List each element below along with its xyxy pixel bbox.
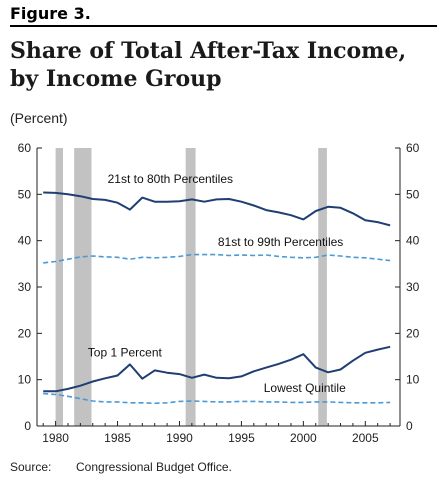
axes: 0 0 10 10 20 20 30 30 40 40 50 50 60 60 1980 1985 1990 19… bbox=[18, 141, 420, 445]
series-line-top-1-percent bbox=[43, 345, 391, 393]
recession-bands bbox=[55, 148, 327, 426]
y-tick-label-left: 40 bbox=[18, 234, 32, 248]
y-tick-label-right: 60 bbox=[406, 141, 420, 155]
figure-label: Figure 3. bbox=[10, 4, 91, 23]
y-tick-label-left: 20 bbox=[18, 326, 32, 340]
recession-band bbox=[185, 148, 196, 426]
y-tick-label-left: 50 bbox=[18, 187, 32, 201]
y-tick-label-right: 50 bbox=[406, 187, 420, 201]
series-line-81st-to-99th-percentiles bbox=[43, 253, 391, 264]
series-label: Top 1 Percent bbox=[88, 346, 163, 360]
x-tick-label: 2005 bbox=[352, 431, 379, 445]
source-label: Source: bbox=[10, 460, 52, 474]
x-tick-label: 1985 bbox=[104, 431, 131, 445]
y-tick-label-right: 10 bbox=[406, 373, 420, 387]
series-annotations: 21st to 80th Percentiles 81st to 99th Per… bbox=[88, 172, 346, 395]
y-tick-label-left: 60 bbox=[18, 141, 32, 155]
y-tick-label-left: 10 bbox=[18, 373, 32, 387]
units-label: (Percent) bbox=[10, 110, 68, 126]
y-tick-label-left: 0 bbox=[24, 419, 31, 433]
series-label: 21st to 80th Percentiles bbox=[108, 172, 233, 186]
y-tick-label-right: 20 bbox=[406, 326, 420, 340]
series-line-lowest-quintile bbox=[43, 392, 391, 405]
series-lines bbox=[43, 191, 391, 405]
chart-title: Share of Total After-Tax Income, by Inco… bbox=[10, 38, 407, 92]
series-label: 81st to 99th Percentiles bbox=[218, 235, 343, 249]
recession-band bbox=[74, 148, 92, 426]
series-label: Lowest Quintile bbox=[264, 381, 346, 395]
source-text: Congressional Budget Office. bbox=[76, 460, 232, 474]
source-note: Source: Congressional Budget Office. bbox=[10, 460, 232, 474]
x-tick-label: 1990 bbox=[166, 431, 193, 445]
y-tick-label-left: 30 bbox=[18, 280, 32, 294]
x-tick-label: 1995 bbox=[228, 431, 255, 445]
title-rule bbox=[10, 25, 437, 27]
recession-band bbox=[55, 148, 64, 426]
y-tick-label-right: 30 bbox=[406, 280, 420, 294]
x-tick-label: 2000 bbox=[290, 431, 317, 445]
y-tick-label-right: 0 bbox=[406, 419, 413, 433]
x-tick-label: 1980 bbox=[42, 431, 69, 445]
y-tick-label-right: 40 bbox=[406, 234, 420, 248]
recession-band bbox=[318, 148, 327, 426]
series-line-21st-to-80th-percentiles bbox=[43, 191, 391, 227]
